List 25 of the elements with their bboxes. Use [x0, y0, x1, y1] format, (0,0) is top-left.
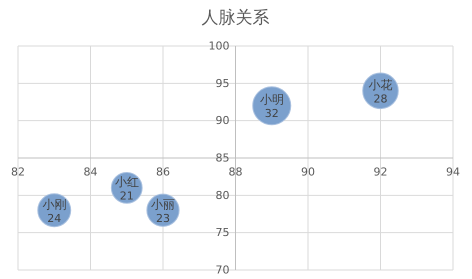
y-tick-label: 90: [216, 114, 230, 128]
x-tick-label: 84: [84, 166, 98, 178]
x-tick-label: 88: [228, 166, 242, 178]
x-tick-label: 86: [156, 166, 170, 178]
chart-title: 人脉关系: [202, 8, 270, 28]
x-tick-label: 92: [374, 166, 388, 178]
data-label: 24: [47, 212, 62, 225]
y-tick-label: 80: [216, 188, 230, 202]
y-tick-label: 100: [208, 40, 230, 52]
data-label: 28: [374, 92, 388, 106]
x-tick-label: 82: [11, 166, 25, 178]
series-label: 小花: [368, 78, 392, 92]
data-label: 32: [264, 107, 279, 120]
x-tick-label: 90: [301, 166, 315, 178]
x-tick-label: 94: [446, 166, 460, 178]
y-tick-label: 75: [216, 226, 230, 240]
series-label: 小明: [260, 92, 284, 107]
series-label: 小刚: [42, 197, 66, 212]
series-label: 小丽: [151, 197, 175, 212]
series-label: 小红: [114, 174, 139, 189]
y-tick-label: 85: [216, 152, 230, 164]
data-label: 23: [156, 212, 170, 225]
y-tick-label: 95: [216, 76, 230, 90]
data-label: 21: [120, 189, 134, 202]
y-tick-label: 70: [216, 264, 230, 276]
